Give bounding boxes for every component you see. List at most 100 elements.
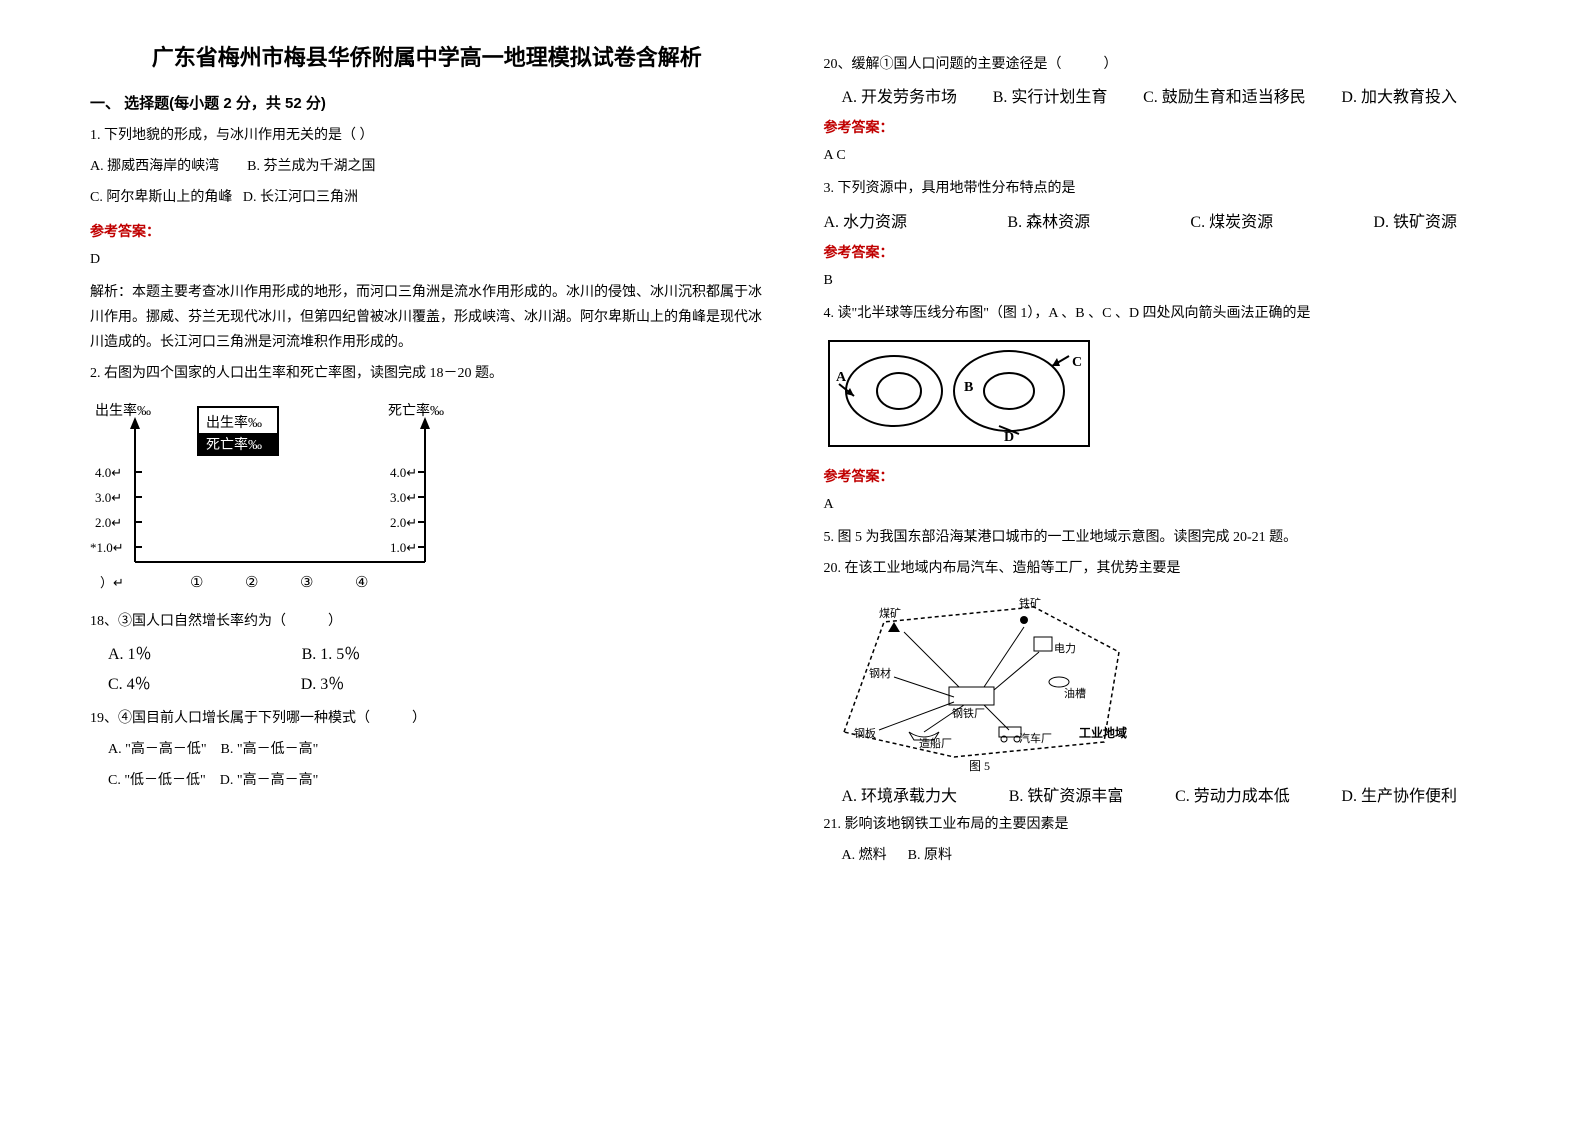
q19-opt-a: A. "高－高－低": [108, 742, 207, 757]
q1-opt-row1: A. 挪威西海岸的峡湾 B. 芬兰成为千湖之国: [90, 154, 764, 179]
q2-stem: 2. 右图为四个国家的人口出生率和死亡率图，读图完成 18－20 题。: [90, 361, 764, 386]
q3-opt-c: C. 煤炭资源: [1190, 208, 1273, 232]
q1-opt-d: D. 长江河口三角洲: [243, 190, 358, 205]
y-right-0: 4.0↵: [390, 465, 417, 480]
q5-q21-opt-b: B. 原料: [908, 848, 952, 863]
ellipse-inner-left: [877, 373, 921, 409]
steel-plant-label: 钢铁厂: [952, 707, 985, 720]
q19-opt-c: C. "低－低－低": [108, 773, 206, 788]
q5-q20-opts: A. 环境承载力大 B. 铁矿资源丰富 C. 劳动力成本低 D. 生产协作便利: [824, 782, 1498, 806]
y-right-3: 1.0↵: [390, 540, 417, 555]
dashed-boundary: [844, 607, 1119, 757]
q4-svg: A B C D: [824, 336, 1094, 456]
arrow7: [879, 702, 954, 730]
label-b: B: [964, 380, 973, 395]
q2-chart-svg: 出生率‰ 死亡率‰ 出生率‰ 死亡率‰ 4.0↵ 3.0↵ 2.0↵ *1.0↵…: [90, 397, 450, 597]
power-label: 电力: [1054, 642, 1076, 655]
q4-stem: 4. 读"北半球等压线分布图"（图 1），A 、B 、C 、D 四处风向箭头画法…: [824, 301, 1498, 326]
fig5-caption: 图 5: [969, 759, 990, 772]
power-plant-icon: [1034, 637, 1052, 651]
q2-answer-label: 参考答案：: [824, 117, 1498, 137]
oil-tank-icon: [1049, 677, 1069, 687]
q1-answer: D: [90, 247, 764, 272]
q5-q21-opt-a: A. 燃料: [842, 848, 887, 863]
y-left-1: 3.0↵: [95, 490, 122, 505]
car-icon: [999, 727, 1021, 737]
q4-answer: A: [824, 492, 1498, 517]
q19-opts-row1: A. "高－高－低" B. "高－低－高": [90, 737, 764, 762]
plate-label: 钢板: [854, 726, 876, 740]
y-left-0: 4.0↵: [95, 465, 122, 480]
q20-opt-c: C. 鼓励生育和适当移民: [1143, 83, 1306, 107]
legend2: 死亡率‰: [206, 436, 262, 453]
q3-answer: B: [824, 268, 1498, 293]
q5-q20-opt-b: B. 铁矿资源丰富: [1009, 782, 1124, 806]
q1-explanation: 解析：本题主要考查冰川作用形成的地形，而河口三角洲是流水作用形成的。冰川的侵蚀、…: [90, 280, 764, 356]
x-prefix: ）↵: [100, 575, 124, 590]
q1-stem: 1. 下列地貌的形成，与冰川作用无关的是（ ）: [90, 123, 764, 148]
q5-q21-opts: A. 燃料 B. 原料: [824, 843, 1498, 868]
arrow5: [984, 705, 1009, 730]
q1-opt-row2: C. 阿尔卑斯山上的角峰 D. 长江河口三角洲: [90, 185, 764, 210]
q2-q18: 18、③国人口自然增长率约为（ ）: [90, 609, 764, 634]
y-right-2: 2.0↵: [390, 515, 417, 530]
q1-opt-c: C. 阿尔卑斯山上的角峰: [90, 190, 232, 205]
q3-answer-label: 参考答案：: [824, 242, 1498, 262]
coal-icon: [888, 622, 900, 632]
q3-opt-b: B. 森林资源: [1007, 208, 1090, 232]
x-label-2: ③: [300, 575, 313, 591]
x-label-3: ④: [355, 575, 368, 591]
q19-opts-row2: C. "低－低－低" D. "高－高－高": [90, 768, 764, 793]
q2-q20: 20、缓解①国人口问题的主要途径是（ ）: [824, 52, 1498, 77]
coal-label: 煤矿: [879, 607, 901, 620]
steel-plant-icon: [949, 687, 994, 705]
q1-answer-label: 参考答案：: [90, 221, 764, 241]
q18-opt-b: B. 1. 5％: [302, 640, 361, 664]
ellipse-outer-left: [846, 356, 942, 426]
page-title: 广东省梅州市梅县华侨附属中学高一地理模拟试卷含解析: [90, 40, 764, 72]
q5-q21: 21. 影响该地钢铁工业布局的主要因素是: [824, 812, 1498, 837]
q3-opt-a: A. 水力资源: [824, 208, 908, 232]
q5-q20-opt-a: A. 环境承载力大: [842, 782, 958, 806]
steel-mat-label: 钢材: [869, 666, 891, 680]
q18-opt-a: A. 1％: [108, 640, 152, 664]
q5-stem: 5. 图 5 为我国东部沿海某港口城市的一工业地域示意图。读图完成 20-21 …: [824, 525, 1498, 550]
iron-icon: [1020, 616, 1028, 624]
q19-opt-d: D. "高－高－高": [220, 773, 319, 788]
q4-answer-label: 参考答案：: [824, 466, 1498, 486]
legend1: 出生率‰: [206, 414, 262, 431]
q20-opts: A. 开发劳务市场 B. 实行计划生育 C. 鼓励生育和适当移民 D. 加大教育…: [824, 83, 1498, 107]
q1-opt-b: B. 芬兰成为千湖之国: [247, 159, 375, 174]
y-left-2: 2.0↵: [95, 515, 122, 530]
arrow1: [904, 632, 959, 687]
q18-opt-d: D. 3％: [301, 670, 345, 694]
q2-answer: A C: [824, 143, 1498, 168]
q3-stem: 3. 下列资源中，具用地带性分布特点的是: [824, 176, 1498, 201]
q18-opts-row1: A. 1％ B. 1. 5％: [90, 640, 764, 664]
q20-opt-d: D. 加大教育投入: [1341, 83, 1457, 107]
q18-opt-c: C. 4％: [108, 670, 151, 694]
car-label: 汽车厂: [1019, 731, 1052, 745]
q20-opt-a: A. 开发劳务市场: [842, 83, 958, 107]
x-label-0: ①: [190, 575, 203, 591]
q5-figure: 煤矿 铁矿 电力 钢材 钢铁厂 油槽 钢板 造船厂 汽车厂: [824, 592, 1498, 772]
arrow6: [894, 677, 954, 697]
x-label-1: ②: [245, 575, 258, 591]
q4-figure: A B C D: [824, 336, 1498, 456]
arrow3: [994, 652, 1039, 690]
q5-q20-opt-c: C. 劳动力成本低: [1175, 782, 1290, 806]
q3-opt-d: D. 铁矿资源: [1373, 208, 1457, 232]
q3-opts: A. 水力资源 B. 森林资源 C. 煤炭资源 D. 铁矿资源: [824, 208, 1498, 232]
chart-left-axis-label: 出生率‰: [95, 402, 151, 419]
right-column: 20、缓解①国人口问题的主要途径是（ ） A. 开发劳务市场 B. 实行计划生育…: [794, 40, 1528, 874]
q2-q19: 19、④国目前人口增长属于下列哪一种模式（ ）: [90, 706, 764, 731]
label-c: C: [1072, 355, 1082, 370]
q19-opt-b: B. "高－低－高": [221, 742, 319, 757]
arrow2: [984, 627, 1024, 687]
q5-svg: 煤矿 铁矿 电力 钢材 钢铁厂 油槽 钢板 造船厂 汽车厂: [824, 592, 1144, 772]
q18-opts-row2: C. 4％ D. 3％: [90, 670, 764, 694]
oil-label: 油槽: [1064, 686, 1086, 700]
q2-chart: 出生率‰ 死亡率‰ 出生率‰ 死亡率‰ 4.0↵ 3.0↵ 2.0↵ *1.0↵…: [90, 397, 764, 597]
iron-label: 铁矿: [1019, 597, 1041, 610]
q1-opt-a: A. 挪威西海岸的峡湾: [90, 159, 219, 174]
